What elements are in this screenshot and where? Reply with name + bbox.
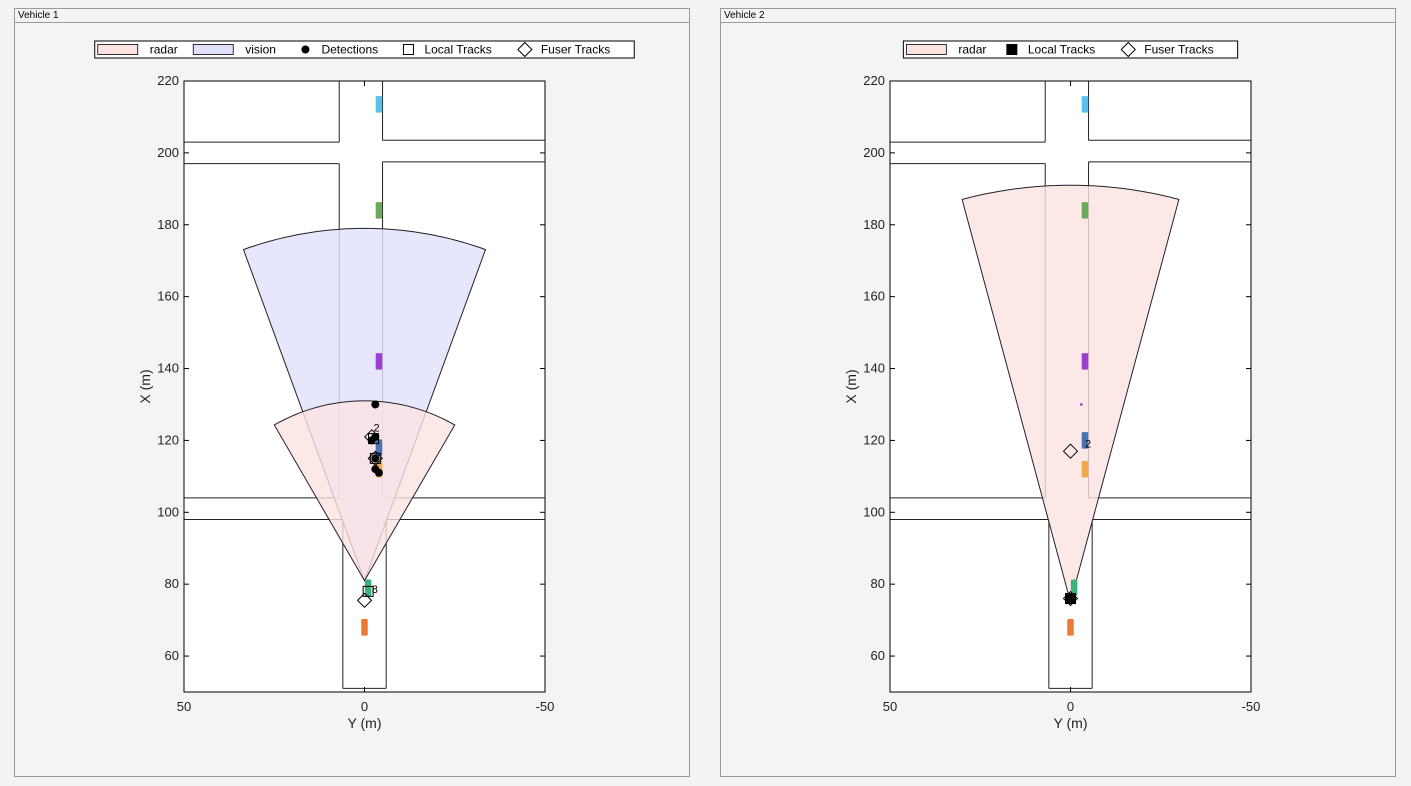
legend-label: Local Tracks [424, 43, 491, 57]
vehicle-marker [375, 202, 383, 219]
detection-marker [1080, 403, 1083, 406]
track-id-label: 8 [372, 584, 378, 596]
local-track-marker [1065, 593, 1076, 605]
y-tick-label: 60 [165, 648, 179, 663]
fuser-track-marker [356, 592, 373, 609]
vehicle-marker [361, 619, 368, 636]
x-axis-label: Y (m) [1054, 715, 1088, 731]
fuser-track-marker [367, 450, 384, 467]
x-tick-label: -50 [536, 699, 555, 714]
legend-box [902, 40, 1239, 59]
y-tick-label: 160 [157, 289, 179, 304]
detection-legend-marker [301, 45, 310, 54]
vehicle-marker [1081, 202, 1089, 219]
vehicle-marker [375, 96, 383, 113]
y-tick-label: 80 [871, 576, 885, 591]
fuser-track-marker [1062, 443, 1079, 459]
panel-title-divider [15, 22, 689, 23]
panel-title: Vehicle 2 [724, 10, 765, 21]
x-axis-label: Y (m) [348, 715, 382, 731]
y-tick-label: 120 [157, 432, 179, 447]
fuser-track-legend-marker [1120, 41, 1136, 58]
plot-content: 2 [890, 81, 1251, 689]
y-tick-label: 220 [863, 73, 885, 88]
x-tick-label: 0 [1067, 699, 1074, 714]
y-tick-label: 200 [157, 145, 179, 160]
legend-label: Fuser Tracks [1144, 43, 1213, 57]
local-track-marker [369, 452, 381, 464]
detection-marker [371, 400, 380, 409]
vehicle-marker [1067, 619, 1074, 636]
x-tick-label: 50 [177, 699, 191, 714]
vehicle-marker [1081, 432, 1089, 449]
x-tick-label: 50 [883, 699, 897, 714]
y-tick-label: 160 [863, 289, 885, 304]
panel-title: Vehicle 1 [18, 10, 59, 21]
fuser-track-marker [364, 429, 380, 445]
vehicle-1-panel: Vehicle 1 2 8 60 80 100 120 140 160 180 200 220 50 0… [14, 8, 690, 777]
x-tick-label: -50 [1242, 699, 1261, 714]
legend-label: radar [150, 43, 178, 57]
y-tick-label: 60 [871, 648, 885, 663]
vehicle-2-chart: 2 60 80 100 120 140 160 180 200 220 50 0 -50 Y (m) X (… [843, 40, 1261, 731]
vehicle-marker [375, 353, 383, 370]
local-track-marker [368, 433, 380, 445]
vehicle-marker [1081, 96, 1089, 113]
y-tick-label: 120 [863, 432, 885, 447]
legend-label: radar [958, 43, 986, 57]
legend-label: Detections [321, 43, 378, 57]
plot-content: 28 [184, 81, 545, 689]
radar-legend-swatch [97, 44, 139, 55]
vehicle-marker [1081, 353, 1089, 370]
y-axis-label: X (m) [137, 369, 153, 403]
track-id-label: 2 [374, 422, 380, 434]
vehicle-2-panel: Vehicle 2 2 60 80 100 120 140 160 180 200 220 50 0 -… [720, 8, 1396, 777]
vision-legend-swatch [192, 44, 234, 55]
legend-label: vision [245, 43, 276, 57]
legend: radar vision Detections Local Tracks Fuser T… [94, 40, 635, 59]
y-tick-label: 100 [863, 504, 885, 519]
y-axis-label: X (m) [843, 369, 859, 403]
vehicle-marker [1070, 579, 1078, 597]
local-track-legend-marker [402, 44, 414, 55]
fuser-track-marker [1062, 590, 1079, 607]
local-track-legend-marker [1006, 44, 1018, 55]
detection-marker [374, 468, 383, 477]
radar-coverage-area [273, 400, 456, 582]
radar-coverage-area [961, 184, 1180, 605]
y-tick-label: 140 [863, 361, 885, 376]
y-tick-label: 180 [157, 217, 179, 232]
detection-marker [371, 454, 380, 463]
y-tick-label: 200 [863, 145, 885, 160]
track-id-label: 2 [1085, 439, 1091, 451]
legend-label: Fuser Tracks [541, 43, 610, 57]
panel-title-divider [721, 22, 1395, 23]
radar-legend-swatch [905, 44, 947, 55]
fuser-track-legend-marker [517, 41, 533, 58]
legend-label: Local Tracks [1028, 43, 1095, 57]
vehicle-marker [364, 579, 372, 597]
y-tick-label: 100 [157, 504, 179, 519]
y-tick-label: 80 [165, 576, 179, 591]
y-tick-label: 220 [157, 73, 179, 88]
legend: radar Local Tracks Fuser Tracks [902, 40, 1239, 59]
y-tick-label: 180 [863, 217, 885, 232]
y-tick-label: 140 [157, 361, 179, 376]
vehicle-marker [1081, 460, 1089, 478]
x-tick-label: 0 [361, 699, 368, 714]
